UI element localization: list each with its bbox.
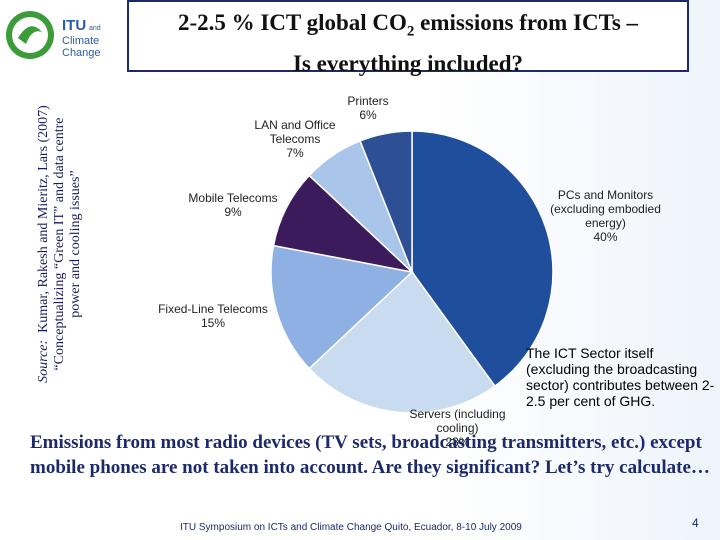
slice-label: LAN and Office Telecoms 7%: [240, 118, 350, 160]
slice-label: Mobile Telecoms 9%: [178, 191, 288, 219]
slice-label: Fixed-Line Telecoms 15%: [143, 302, 283, 330]
pie-slice: [308, 270, 496, 414]
slice-label: Printers 6%: [333, 94, 403, 122]
category-label: Fixed-Line Telecoms: [158, 302, 268, 316]
value-label: 9%: [224, 205, 242, 219]
category-label: PCs and Monitors (excluding embodied ene…: [550, 188, 661, 230]
title: 2-2.5 % ICT global CO2 emissions from IC…: [127, 0, 689, 76]
logo-line: Climate: [62, 35, 99, 47]
category-label: LAN and Office Telecoms: [254, 118, 336, 146]
page-number: 4: [692, 516, 699, 530]
pie-slice: [272, 174, 415, 274]
category-label: Printers: [347, 94, 389, 108]
bottom-text: Emissions from most radio devices (TV se…: [30, 432, 710, 478]
slice-label: Servers (including cooling) 23%: [395, 407, 520, 449]
value-label: 23%: [445, 435, 470, 449]
category-label: Servers (including cooling): [409, 407, 506, 435]
footer: ITU Symposium on ICTs and Climate Change…: [180, 522, 522, 533]
pie-slice: [359, 130, 413, 273]
value-label: 7%: [286, 146, 304, 160]
category-label: Mobile Telecoms: [188, 191, 278, 205]
value-label: 15%: [200, 316, 226, 330]
value-label: 6%: [359, 108, 377, 122]
logo-line: Change: [62, 47, 101, 59]
title-subscript: 2: [406, 23, 415, 40]
logo-and: and: [89, 25, 101, 32]
logo: ITU and Climate Change: [6, 11, 101, 59]
title-text: emissions from ICTs –: [414, 10, 639, 35]
slice-label: PCs and Monitors (excluding embodied ene…: [538, 188, 673, 244]
note: The ICT Sector itself (excluding the bro…: [526, 345, 715, 409]
logo-name: ITU: [62, 17, 86, 34]
title-text: Is everything included?: [292, 50, 524, 76]
pie-slice: [411, 130, 554, 388]
value-label: 40%: [593, 230, 618, 244]
title-text: 2-2.5 % ICT global CO: [177, 10, 407, 35]
pie-slice: [270, 244, 414, 370]
